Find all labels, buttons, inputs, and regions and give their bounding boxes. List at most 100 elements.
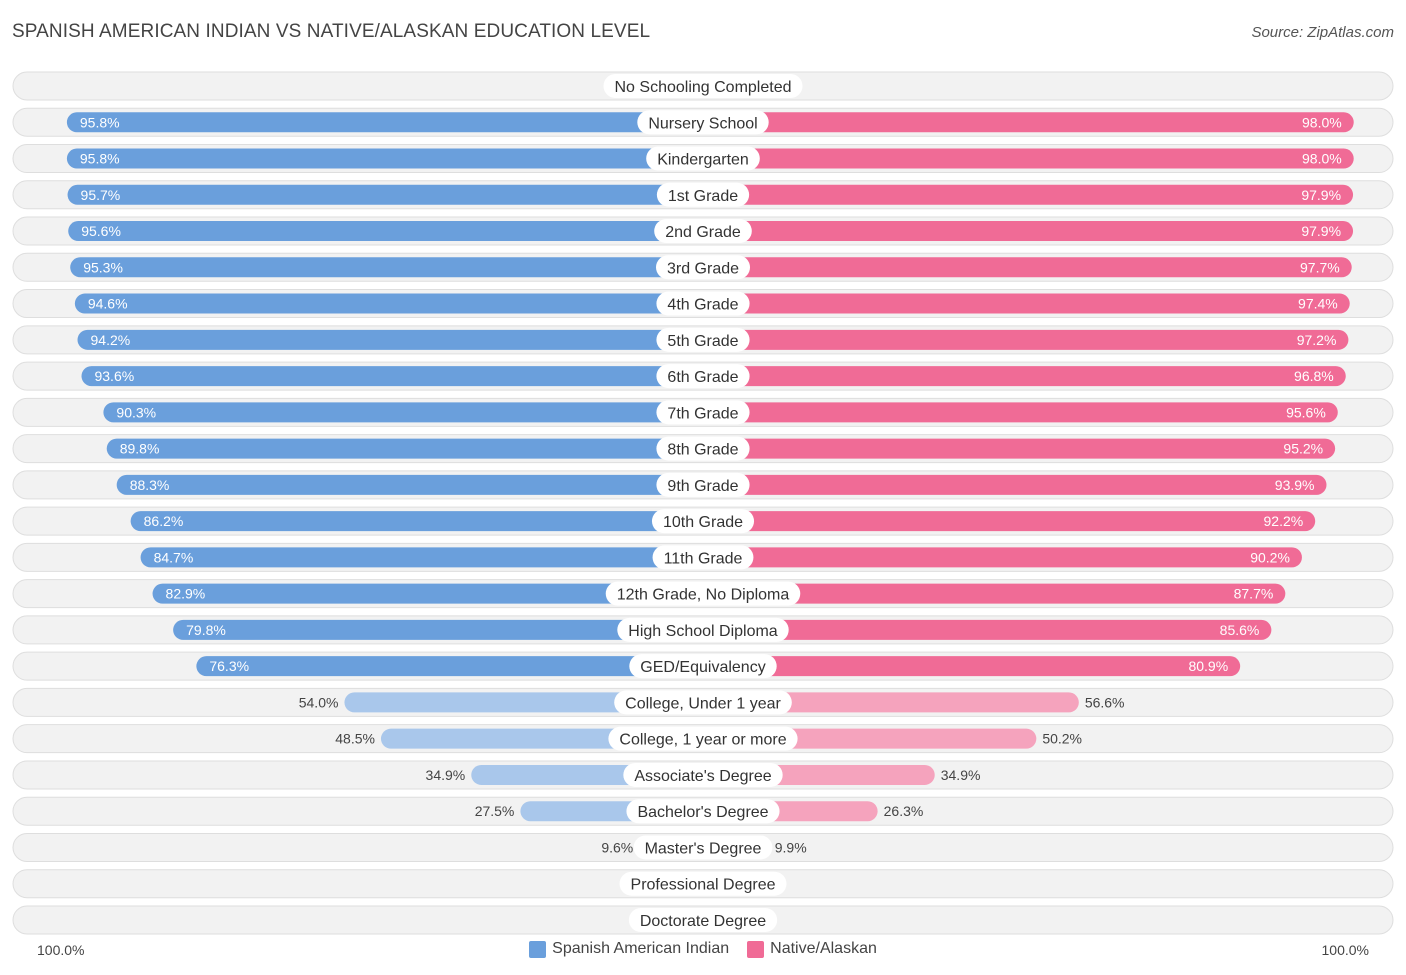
bar-spanish-american-indian: [70, 257, 703, 278]
bar-native-alaskan: [703, 619, 1272, 640]
category-label-background: [654, 219, 752, 244]
bar-spanish-american-indian: [67, 184, 703, 205]
bar-spanish-american-indian: [74, 293, 703, 314]
value-label-right: 97.4%: [1298, 296, 1338, 312]
value-label-right: 97.7%: [1300, 259, 1340, 275]
category-label-background: [608, 726, 798, 751]
value-label-left: 82.9%: [166, 586, 206, 602]
bar-native-alaskan: [703, 656, 1241, 677]
chart-area: 4.2%2.2%No Schooling Completed95.8%98.0%…: [12, 71, 1394, 935]
bar-native-alaskan: [703, 583, 1286, 604]
value-label-left: 95.3%: [83, 259, 123, 275]
category-label-background: [656, 400, 750, 425]
bar-native-alaskan: [703, 547, 1302, 568]
category-label: 1st Grade: [668, 188, 738, 205]
legend-item-spanish-american-indian[interactable]: Spanish American Indian: [529, 940, 729, 958]
legend-swatch-blue: [529, 940, 547, 958]
value-label-left: 76.3%: [209, 658, 249, 674]
bar-spanish-american-indian: [68, 221, 703, 242]
category-label: Bachelor's Degree: [637, 804, 768, 821]
legend-label: Spanish American Indian: [552, 940, 730, 957]
category-label-background: [628, 907, 778, 932]
value-label-right: 56.6%: [1085, 694, 1125, 710]
value-label-left: 54.0%: [299, 694, 339, 710]
value-label-right: 93.9%: [1275, 477, 1315, 493]
category-label: Kindergarten: [657, 152, 749, 169]
category-label: 4th Grade: [667, 297, 738, 314]
value-label-right: 9.9%: [775, 839, 807, 855]
value-label-left: 95.6%: [81, 223, 121, 239]
value-label-left: 27.5%: [475, 803, 515, 819]
category-label-background: [655, 255, 751, 280]
legend-item-native-alaskan[interactable]: Native/Alaskan: [747, 940, 877, 958]
value-label-left: 94.6%: [88, 296, 128, 312]
category-label-background: [637, 110, 769, 135]
bar-native-alaskan: [703, 402, 1338, 423]
category-label-background: [603, 74, 803, 98]
axis-left-label: 100.0%: [37, 942, 85, 958]
bar-native-alaskan: [703, 474, 1327, 495]
bar-native-alaskan: [703, 112, 1354, 133]
category-label: 12th Grade, No Diploma: [617, 587, 790, 604]
bar-native-alaskan: [703, 221, 1354, 242]
chart-title: SPANISH AMERICAN INDIAN VS NATIVE/ALASKA…: [12, 21, 651, 42]
bar-spanish-american-indian: [66, 112, 703, 133]
category-label-background: [651, 509, 755, 534]
bar-native-alaskan: [703, 329, 1349, 350]
category-label: Professional Degree: [631, 877, 776, 894]
category-label: 11th Grade: [664, 550, 743, 567]
value-label-right: 34.9%: [941, 767, 981, 783]
value-label-left: 88.3%: [130, 477, 170, 493]
bar-spanish-american-indian: [81, 366, 704, 387]
category-label: College, 1 year or more: [619, 732, 786, 749]
bar-spanish-american-indian: [152, 583, 703, 604]
bar-spanish-american-indian: [106, 438, 703, 459]
value-label-right: 90.2%: [1250, 549, 1290, 565]
category-label-background: [656, 364, 750, 389]
bar-native-alaskan: [703, 692, 1079, 713]
value-label-left: 95.8%: [80, 114, 120, 130]
category-label-background: [617, 617, 789, 642]
value-label-right: 50.2%: [1042, 731, 1082, 747]
category-label: Nursery School: [648, 115, 757, 132]
category-label: 5th Grade: [667, 333, 738, 350]
bar-native-alaskan: [703, 148, 1354, 169]
bar-spanish-american-indian: [140, 547, 704, 568]
bar-native-alaskan: [703, 511, 1316, 532]
category-label-background: [605, 581, 801, 606]
value-label-right: 97.9%: [1301, 223, 1341, 239]
category-label: Master's Degree: [645, 840, 762, 857]
category-label: 6th Grade: [667, 369, 738, 386]
value-label-left: 95.7%: [81, 187, 121, 203]
value-label-left: 94.2%: [91, 332, 131, 348]
category-label: Associate's Degree: [634, 768, 771, 785]
category-label: College, Under 1 year: [625, 695, 781, 712]
category-label-background: [656, 436, 750, 461]
category-label: 9th Grade: [667, 478, 738, 495]
bar-spanish-american-indian: [103, 402, 703, 423]
bar-native-alaskan: [703, 293, 1350, 314]
category-label-background: [656, 327, 750, 352]
value-label-left: 89.8%: [120, 441, 160, 457]
value-label-left: 84.7%: [154, 549, 194, 565]
legend: Spanish American Indian Native/Alaskan: [0, 940, 1406, 958]
category-label-background: [619, 871, 787, 896]
bar-spanish-american-indian: [173, 619, 704, 640]
value-label-left: 48.5%: [335, 731, 375, 747]
value-label-right: 87.7%: [1234, 586, 1274, 602]
value-label-right: 95.6%: [1286, 404, 1326, 420]
category-label-background: [614, 690, 792, 715]
value-label-right: 98.0%: [1302, 114, 1342, 130]
value-label-right: 97.9%: [1301, 187, 1341, 203]
category-label: 7th Grade: [667, 405, 738, 422]
bar-native-alaskan: [703, 438, 1336, 459]
bar-spanish-american-indian: [77, 329, 703, 350]
source-label: Source: ZipAtlas.com: [1251, 24, 1394, 41]
bar-spanish-american-indian: [66, 148, 703, 169]
axis-right-label: 100.0%: [1321, 942, 1369, 958]
category-label-background: [652, 545, 754, 570]
value-label-left: 93.6%: [94, 368, 134, 384]
category-label: 10th Grade: [663, 514, 743, 531]
legend-label: Native/Alaskan: [770, 940, 877, 957]
value-label-right: 80.9%: [1188, 658, 1228, 674]
